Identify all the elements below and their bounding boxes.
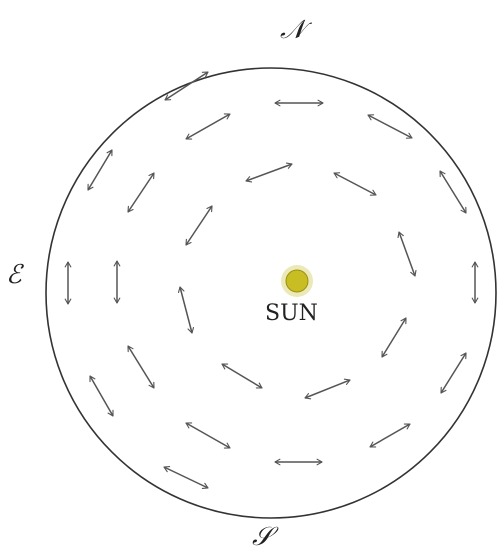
double-arrow-icon <box>185 422 231 449</box>
polarization-arrows <box>64 71 479 489</box>
east-label: ℰ <box>6 260 24 290</box>
double-arrow-icon <box>367 114 413 139</box>
sky-circle <box>45 67 497 519</box>
sun-icon <box>285 269 309 293</box>
double-arrow-icon <box>369 423 411 448</box>
double-arrow-icon <box>397 231 417 277</box>
double-arrow-icon <box>163 466 209 489</box>
double-arrow-icon <box>333 172 377 196</box>
double-arrow-icon <box>89 375 114 417</box>
north-label: 𝒩 <box>280 15 313 45</box>
double-arrow-icon <box>164 71 209 101</box>
double-arrow-icon <box>127 172 155 213</box>
double-arrow-icon <box>127 345 155 389</box>
double-arrow-icon <box>439 170 467 214</box>
double-arrow-icon <box>304 378 351 400</box>
south-label: 𝒮 <box>252 522 279 549</box>
double-arrow-icon <box>185 113 231 140</box>
double-arrow-icon <box>177 286 195 334</box>
double-arrow-icon <box>440 352 467 394</box>
double-arrow-icon <box>87 149 113 191</box>
double-arrow-icon <box>185 205 213 246</box>
double-arrow-icon <box>221 363 263 389</box>
double-arrow-icon <box>381 317 407 358</box>
sun-label: SUN <box>265 301 318 326</box>
double-arrow-icon <box>245 162 293 183</box>
